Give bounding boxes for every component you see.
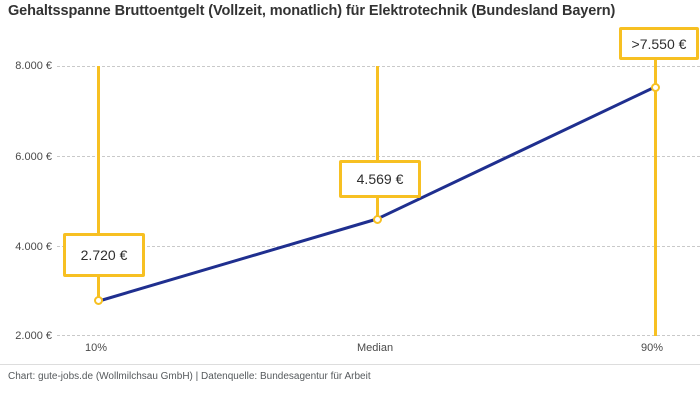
- data-point-marker-10pct[interactable]: [94, 296, 103, 305]
- x-tick-label-median: Median: [357, 342, 394, 354]
- y-axis: 8.000 € 6.000 € 4.000 € 2.000 €: [0, 0, 52, 400]
- data-point-marker-90pct[interactable]: [651, 83, 660, 92]
- y-tick-label-8000: 8.000 €: [15, 60, 52, 72]
- x-tick-label-90pct: 90%: [641, 342, 664, 354]
- y-tick-label-6000: 6.000 €: [15, 151, 52, 163]
- y-tick-label-2000: 2.000 €: [15, 330, 52, 342]
- data-label-median: 4.569 €: [339, 160, 421, 198]
- data-label-10pct: 2.720 €: [63, 233, 145, 277]
- data-label-90pct: >7.550 €: [619, 27, 699, 60]
- y-tick-label-4000: 4.000 €: [15, 241, 52, 253]
- chart-title: Gehaltsspanne Bruttoentgelt (Vollzeit, m…: [8, 3, 616, 19]
- x-tick-label-10pct: 10%: [85, 342, 108, 354]
- gridline-2000: [57, 335, 700, 336]
- data-point-marker-median[interactable]: [373, 215, 382, 224]
- chart-source-note: Chart: gute-jobs.de (Wollmilchsau GmbH) …: [8, 371, 371, 382]
- x-axis-line: [0, 364, 700, 365]
- connector-stem-90pct: [654, 58, 657, 336]
- gridline-4000: [57, 246, 700, 247]
